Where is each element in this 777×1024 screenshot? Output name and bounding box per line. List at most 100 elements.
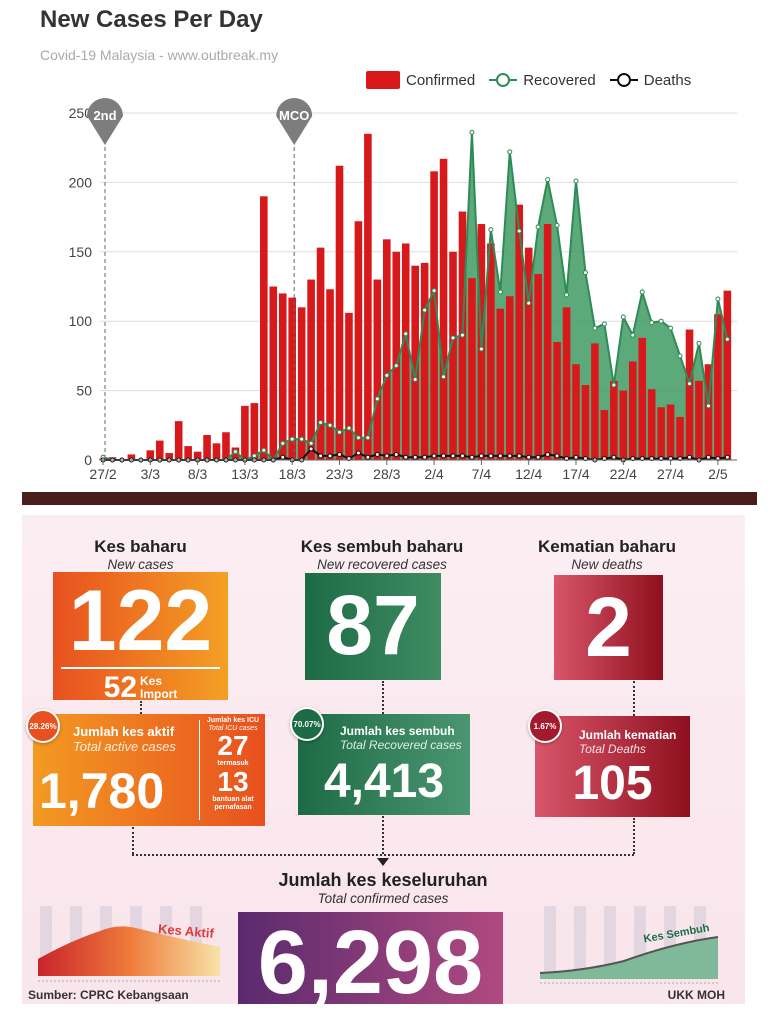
recovered-point — [488, 227, 494, 233]
active-percent-badge: 28.26% — [26, 709, 60, 743]
deaths-percent-badge: 1.67% — [528, 709, 562, 743]
deaths-point — [488, 453, 494, 459]
deaths-point — [507, 453, 513, 459]
new-cases-value: 122 — [68, 573, 213, 669]
recovered-point — [601, 321, 607, 327]
recovered-point — [355, 435, 361, 441]
active-title: Jumlah kes aktif — [73, 724, 175, 739]
confirmed-bar — [203, 435, 211, 460]
recovered-point — [545, 177, 551, 183]
credit-text: UKK MOH — [665, 988, 727, 1002]
recovered-point — [564, 292, 570, 298]
deaths-point — [337, 451, 342, 457]
confirmed-bar — [449, 251, 457, 460]
mini-active-chart: Kes Aktif — [38, 906, 220, 982]
annotation-label: MCO — [279, 108, 309, 123]
deaths-point — [412, 454, 418, 460]
confirmed-bar — [610, 380, 618, 460]
legend-confirmed-label[interactable]: Confirmed — [406, 71, 476, 89]
confirmed-bar — [628, 361, 637, 460]
legend-recovered-label[interactable]: Recovered — [523, 71, 596, 89]
confirmed-bar — [364, 133, 372, 460]
total-recovered-value: 4,413 — [323, 755, 445, 808]
recovered-point — [346, 425, 352, 431]
confirmed-bar — [553, 342, 561, 460]
deaths-point — [431, 453, 437, 459]
recovered-point — [365, 435, 371, 441]
y-tick-label: 0 — [84, 452, 92, 468]
chart-legend: Confirmed Recovered Deaths — [366, 71, 691, 89]
confirmed-bar — [534, 274, 542, 460]
recovered-point — [337, 429, 342, 435]
x-tick-label: 3/3 — [141, 466, 161, 482]
chart-title: New Cases Per Day — [40, 6, 263, 33]
recovered-point — [393, 363, 399, 369]
recovered-point — [232, 449, 238, 455]
new-deaths-box: 2 — [554, 575, 663, 680]
confirmed-bar — [704, 364, 713, 460]
deaths-point — [318, 453, 324, 459]
x-tick-label: 28/3 — [373, 466, 400, 482]
confirmed-bar — [335, 165, 344, 460]
x-tick-label: 17/4 — [562, 466, 589, 482]
confirmed-bar — [212, 443, 221, 460]
deaths-point — [497, 453, 503, 459]
confirmed-bar — [316, 247, 325, 460]
recovered-point — [280, 440, 286, 446]
legend-recovered-marker[interactable] — [489, 73, 518, 87]
confirmed-bar — [401, 243, 410, 460]
icu-including-label: termasuk — [217, 760, 249, 768]
x-tick-label: 18/3 — [279, 466, 306, 482]
y-tick-label: 150 — [69, 244, 93, 260]
recovered-point — [507, 149, 513, 155]
import-label-1: Kes — [140, 673, 163, 688]
deaths-point — [308, 446, 314, 452]
deaths-point — [459, 453, 465, 459]
recovered-point — [630, 332, 636, 338]
legend-deaths-marker[interactable] — [609, 73, 638, 87]
deaths-point — [573, 454, 579, 460]
recovered-point — [497, 289, 503, 295]
connector-line — [633, 818, 635, 854]
annotation-label: 2nd — [93, 108, 116, 123]
legend-deaths-label[interactable]: Deaths — [643, 71, 692, 89]
confirmed-bar — [468, 278, 476, 460]
recovered-point — [677, 353, 683, 359]
legend-confirmed-swatch[interactable] — [366, 71, 400, 89]
confirmed-bar — [543, 224, 552, 460]
recovered-point — [308, 440, 314, 446]
x-tick-label: 12/4 — [515, 466, 542, 482]
confirmed-bar — [155, 440, 164, 460]
recovered-point — [592, 325, 598, 331]
total-deaths-value: 105 — [572, 757, 653, 810]
confirmed-bar — [174, 421, 183, 460]
new-recovered-title: Kes sembuh baharu — [300, 537, 464, 556]
recovered-point — [478, 346, 484, 352]
confirmed-bar — [676, 416, 684, 460]
ventilator-value: 13 — [217, 766, 249, 798]
recovered-point — [582, 270, 588, 276]
confirmed-bar — [222, 432, 230, 460]
deaths-point — [687, 454, 693, 460]
deaths-point — [535, 454, 541, 460]
confirmed-bar — [714, 314, 722, 460]
recovered-point — [299, 436, 305, 442]
total-recovered-subtitle: Total Recovered cases — [340, 738, 462, 752]
y-tick-label: 250 — [69, 105, 93, 121]
confirmed-bar — [666, 404, 675, 460]
x-tick-label: 7/4 — [472, 466, 492, 482]
section-divider — [22, 492, 757, 505]
ventilator-label-2: pernafasan — [214, 803, 252, 811]
confirmed-bar — [307, 279, 315, 460]
recovered-point — [459, 332, 465, 338]
new-deaths-title: Kematian baharu — [538, 537, 676, 556]
deaths-point — [526, 454, 532, 460]
confirmed-bar — [420, 262, 429, 460]
confirmed-bar — [345, 312, 353, 460]
total-deaths-title: Jumlah kematian — [579, 728, 677, 742]
recovered-point — [687, 381, 693, 387]
map-pin-icon: MCO — [276, 98, 313, 145]
confirmed-bar — [392, 251, 401, 460]
deaths-point — [365, 454, 371, 460]
deaths-point — [450, 453, 456, 459]
